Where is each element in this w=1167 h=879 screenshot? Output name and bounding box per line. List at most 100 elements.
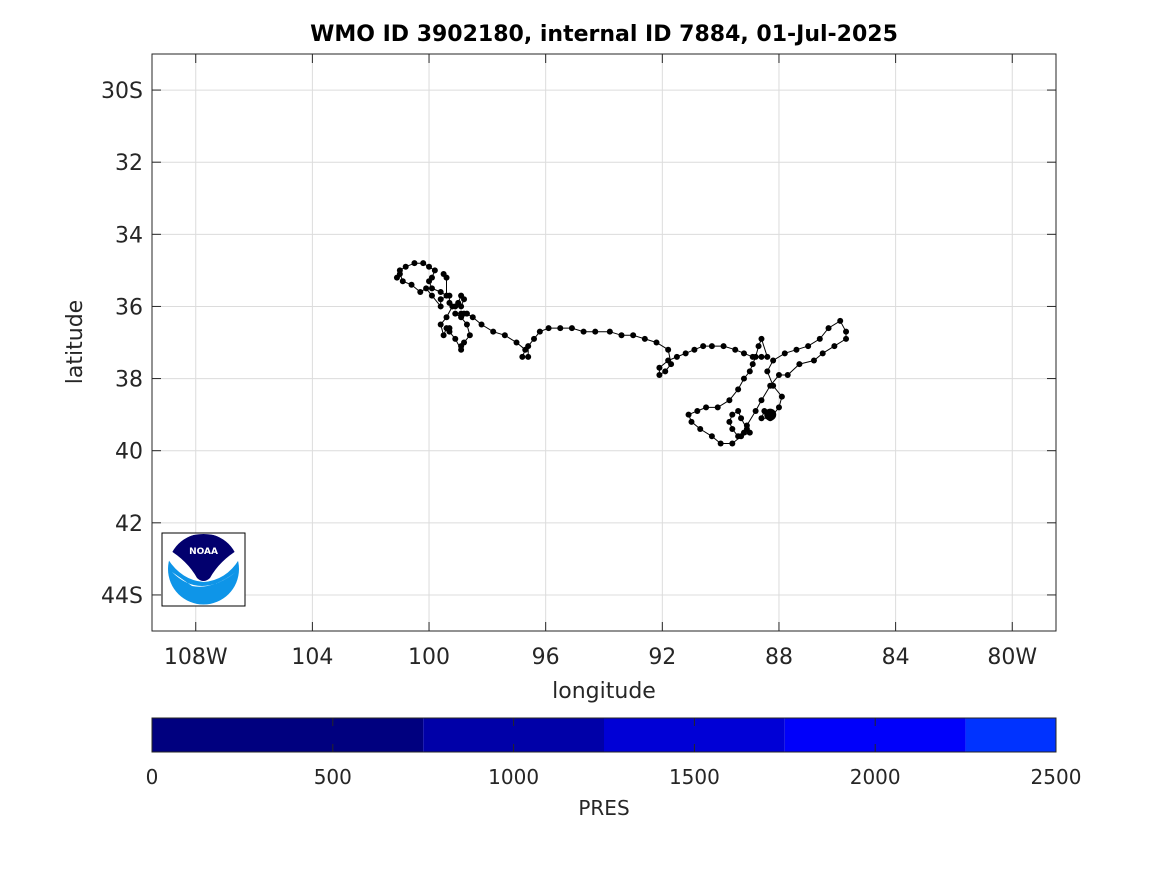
track-point xyxy=(749,361,756,368)
track-point xyxy=(519,353,526,360)
y-tick-label: 44S xyxy=(101,584,143,609)
track-point xyxy=(796,361,803,368)
y-tick-label: 38 xyxy=(115,368,143,393)
track-point xyxy=(440,270,447,277)
x-tick-label: 104 xyxy=(291,645,333,670)
track-point xyxy=(501,332,508,339)
track-point xyxy=(714,404,721,411)
track-point xyxy=(437,321,444,328)
track-point xyxy=(685,411,692,418)
track-point xyxy=(665,346,672,353)
track-point xyxy=(440,332,447,339)
track-point xyxy=(843,328,850,335)
track-point xyxy=(420,260,427,267)
grid-lines xyxy=(152,54,1056,631)
y-tick-label: 40 xyxy=(115,440,143,465)
track-point xyxy=(708,343,715,350)
x-axis-label: longitude xyxy=(552,679,656,704)
track-point xyxy=(738,433,745,440)
noaa-logo-text: NOAA xyxy=(189,547,218,557)
track-point xyxy=(816,335,823,342)
colorbar-tick-label: 1000 xyxy=(488,765,539,789)
track-point xyxy=(700,343,707,350)
track-point xyxy=(726,397,733,404)
y-tick-label: 30S xyxy=(101,79,143,104)
y-tick-label: 42 xyxy=(115,512,143,537)
track-point xyxy=(784,371,791,378)
track-point xyxy=(408,281,415,288)
track-point xyxy=(703,404,710,411)
track-point xyxy=(399,278,406,285)
track-point xyxy=(810,357,817,364)
colorbar-segment xyxy=(965,718,1056,752)
track-point xyxy=(720,343,727,350)
track-point xyxy=(536,328,543,335)
track-point xyxy=(758,415,765,422)
x-tick-label: 84 xyxy=(882,645,910,670)
plot-area xyxy=(152,54,1056,631)
track-point xyxy=(396,267,403,274)
colorbar-tick-label: 1500 xyxy=(669,765,720,789)
track-point xyxy=(606,328,613,335)
track-point xyxy=(437,296,444,303)
track-point xyxy=(490,328,497,335)
track-point xyxy=(767,382,774,389)
track-point xyxy=(417,289,424,296)
track-point xyxy=(662,368,669,375)
track-point xyxy=(426,263,433,270)
track-point xyxy=(837,317,844,324)
x-tick-label: 88 xyxy=(765,645,793,670)
float-track xyxy=(393,260,850,447)
track-point xyxy=(735,386,742,393)
colorbar xyxy=(152,718,1056,752)
track-point xyxy=(758,353,765,360)
track-point xyxy=(443,325,450,332)
y-tick-label: 32 xyxy=(115,151,143,176)
track-point xyxy=(729,411,736,418)
x-tick-labels: 108W 104 100 96 92 88 84 80W xyxy=(164,645,1038,670)
colorbar-label: PRES xyxy=(578,796,629,820)
y-tick-labels: 30S 32 34 36 38 40 42 44S xyxy=(101,79,143,609)
track-point xyxy=(775,404,782,411)
x-tick-label: 108W xyxy=(164,645,228,670)
track-point xyxy=(778,393,785,400)
track-point xyxy=(694,408,701,415)
track-point xyxy=(825,325,832,332)
track-point xyxy=(843,335,850,342)
track-point xyxy=(513,339,520,346)
track-point xyxy=(831,343,838,350)
track-point xyxy=(437,289,444,296)
track-point xyxy=(443,292,450,299)
track-point xyxy=(726,418,733,425)
last-position-marker xyxy=(764,408,777,421)
track-point xyxy=(740,375,747,382)
x-tick-label: 80W xyxy=(987,645,1037,670)
track-point xyxy=(749,353,756,360)
plot-frame xyxy=(151,53,1057,632)
y-tick-label: 36 xyxy=(115,295,143,320)
y-tick-label: 34 xyxy=(115,223,143,248)
track-point xyxy=(758,335,765,342)
track-point xyxy=(522,346,529,353)
track-point xyxy=(452,310,459,317)
track-point xyxy=(697,426,704,433)
track-point xyxy=(423,285,430,292)
track-point xyxy=(437,303,444,310)
track-point xyxy=(653,339,660,346)
track-point xyxy=(770,357,777,364)
track-point xyxy=(729,426,736,433)
track-point xyxy=(673,353,680,360)
track-point xyxy=(682,350,689,357)
track-point xyxy=(656,364,663,371)
colorbar-tick-label: 2500 xyxy=(1031,765,1082,789)
track-point xyxy=(691,346,698,353)
track-point xyxy=(752,408,759,415)
track-point xyxy=(740,350,747,357)
colorbar-tick-label: 0 xyxy=(146,765,159,789)
track-point xyxy=(592,328,599,335)
track-point xyxy=(717,440,724,447)
track-point xyxy=(393,274,400,281)
track-point xyxy=(452,335,459,342)
colorbar-frame xyxy=(151,717,1057,753)
